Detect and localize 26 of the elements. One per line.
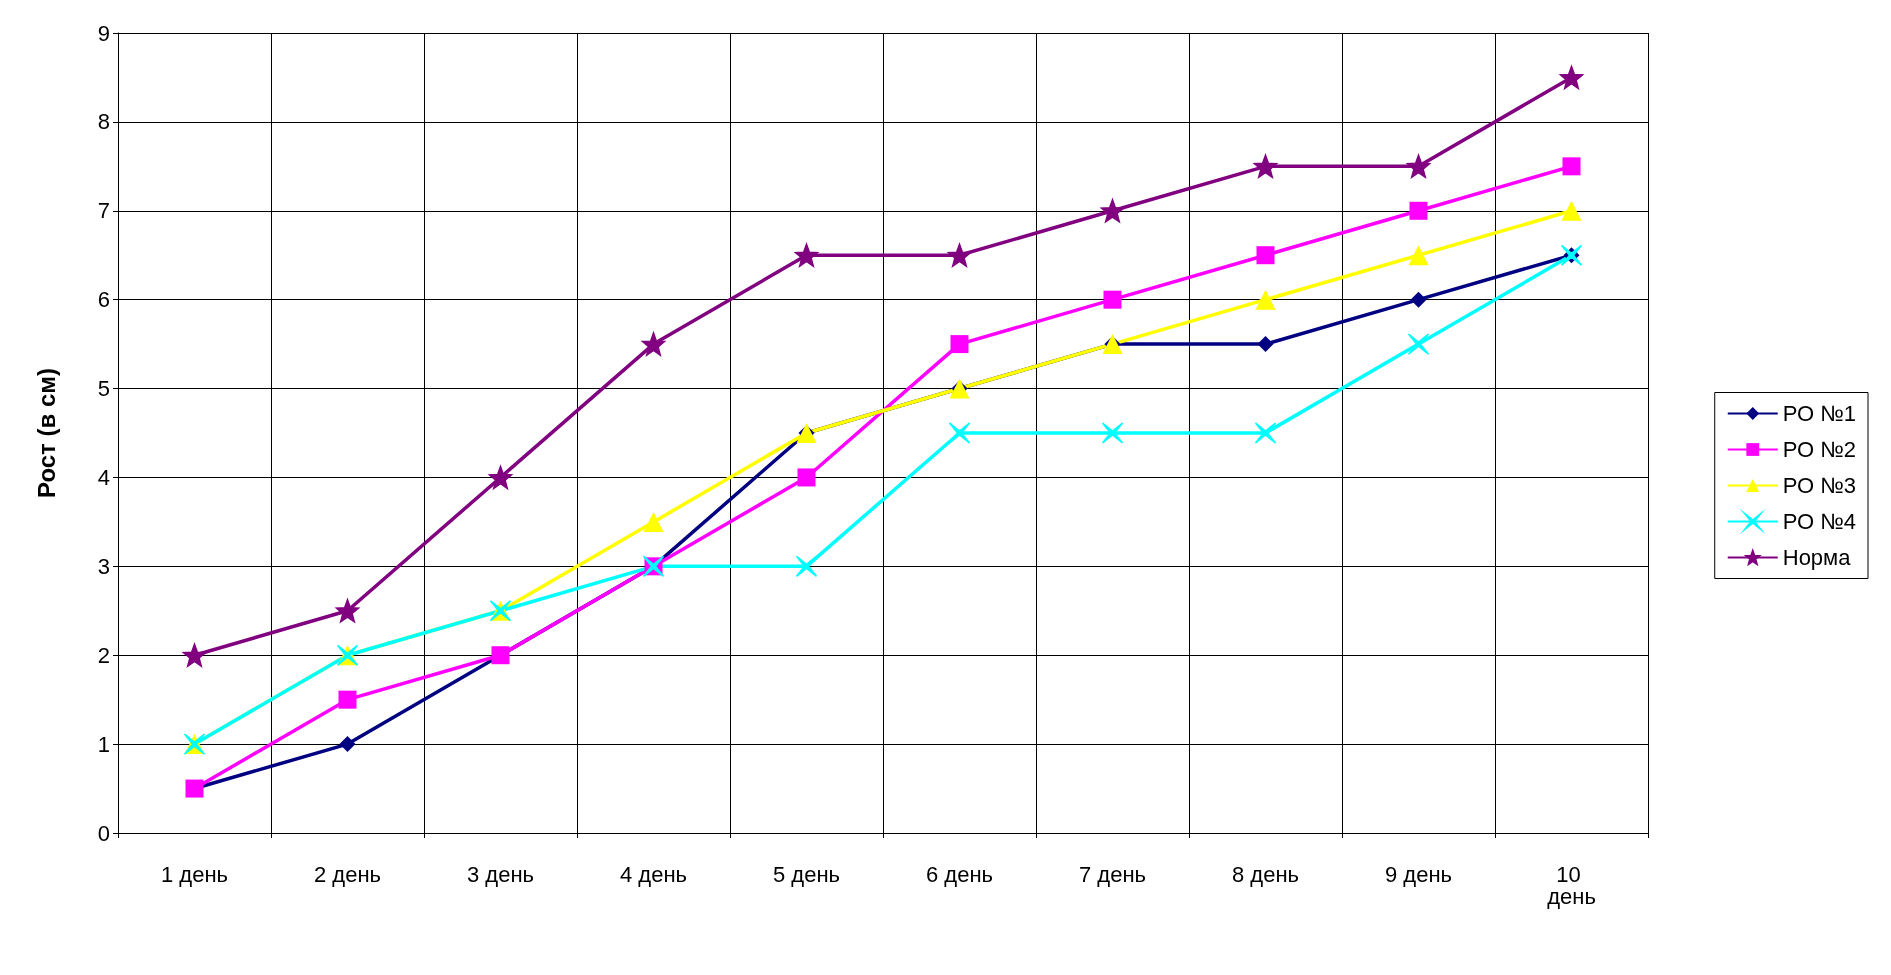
x-tick-label: 6 день bbox=[925, 861, 994, 887]
y-tick-label: 1 bbox=[97, 731, 110, 757]
y-tick-label: 0 bbox=[97, 820, 110, 846]
x-tick-label: 10 день bbox=[1547, 861, 1596, 909]
x-tick-label: 4 день bbox=[619, 861, 688, 887]
y-tick-label: 6 bbox=[97, 287, 110, 313]
y-tick-label: 3 bbox=[97, 553, 110, 579]
y-tick-label: 5 bbox=[97, 376, 110, 402]
legend-label: РО №2 bbox=[1782, 437, 1857, 462]
legend-label: РО №4 bbox=[1782, 509, 1857, 534]
y-tick-label: 4 bbox=[97, 464, 110, 490]
legend-label: РО №1 bbox=[1782, 401, 1857, 426]
y-axis-title: Рост (в см) bbox=[32, 367, 60, 499]
x-tick-label: 5 день bbox=[772, 861, 841, 887]
legend-label: РО №3 bbox=[1782, 473, 1857, 498]
x-tick-label: 9 день bbox=[1384, 861, 1453, 887]
x-tick-label: 1 день bbox=[160, 861, 229, 887]
legend-label: Норма bbox=[1782, 545, 1852, 570]
x-tick-label: 7 день bbox=[1078, 861, 1147, 887]
y-tick-label: 9 bbox=[97, 20, 110, 46]
y-tick-label: 2 bbox=[97, 642, 110, 668]
x-tick-label: 3 день bbox=[466, 861, 535, 887]
y-tick-label: 8 bbox=[97, 109, 110, 135]
x-tick-label: 8 день bbox=[1231, 861, 1300, 887]
x-tick-label: 2 день bbox=[313, 861, 382, 887]
y-tick-label: 7 bbox=[97, 198, 110, 224]
